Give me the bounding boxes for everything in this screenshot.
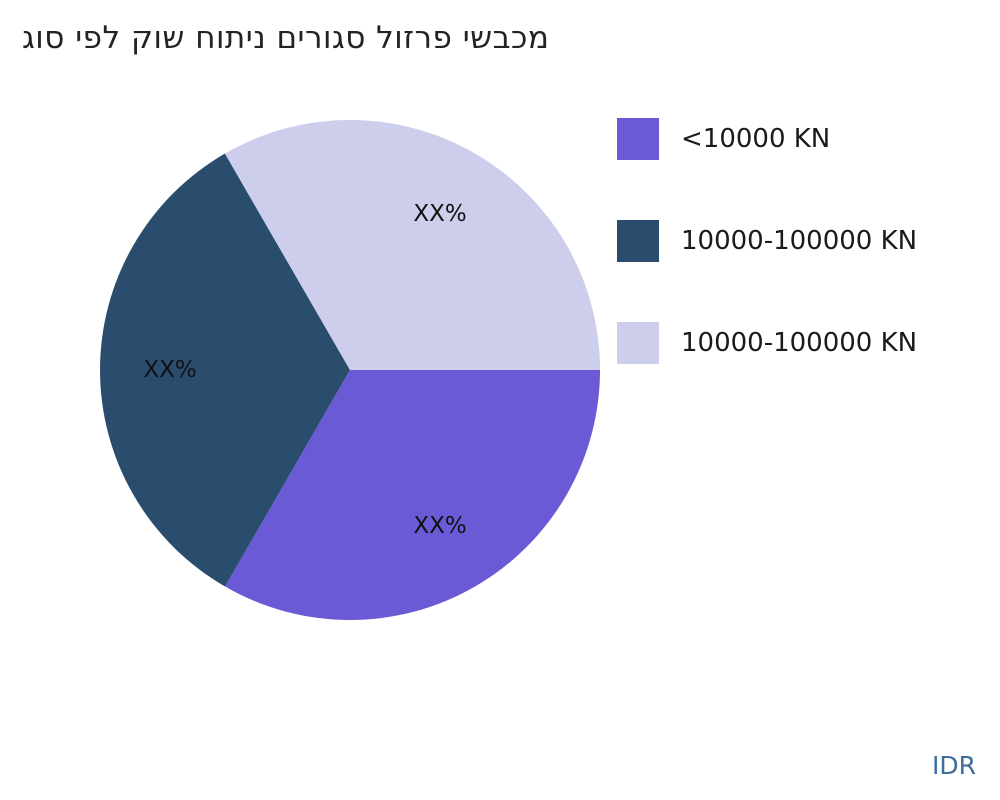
- pie-slice-pct-label: XX%: [413, 201, 466, 227]
- pie-chart: XX% XX% XX%: [100, 120, 601, 620]
- legend-item-label: 10000-100000 KN: [681, 328, 918, 358]
- legend-item: 10000-100000 KN: [617, 220, 917, 262]
- legend-item-label: <10000 KN: [681, 124, 831, 154]
- pie-slice-pct-label: XX%: [143, 357, 196, 383]
- pie-slice: [225, 370, 601, 620]
- brand-watermark: IDR: [932, 751, 976, 780]
- pie-slice-pct-label: XX%: [413, 513, 466, 539]
- legend-swatch: [617, 220, 659, 262]
- legend-item-label: 10000-100000 KN: [681, 226, 918, 256]
- legend-swatch: [617, 322, 659, 364]
- chart-title: גוס יפל קוש חותינ םירוגס לוזרפ ישבכמ: [22, 20, 550, 56]
- legend-swatch: [617, 118, 659, 160]
- legend: <10000 KN 10000-100000 KN 10000-100000 KN: [617, 118, 917, 364]
- legend-item: <10000 KN: [617, 118, 917, 160]
- legend-item: 10000-100000 KN: [617, 322, 917, 364]
- pie-slice: [224, 120, 600, 370]
- pie-slice: [100, 153, 351, 587]
